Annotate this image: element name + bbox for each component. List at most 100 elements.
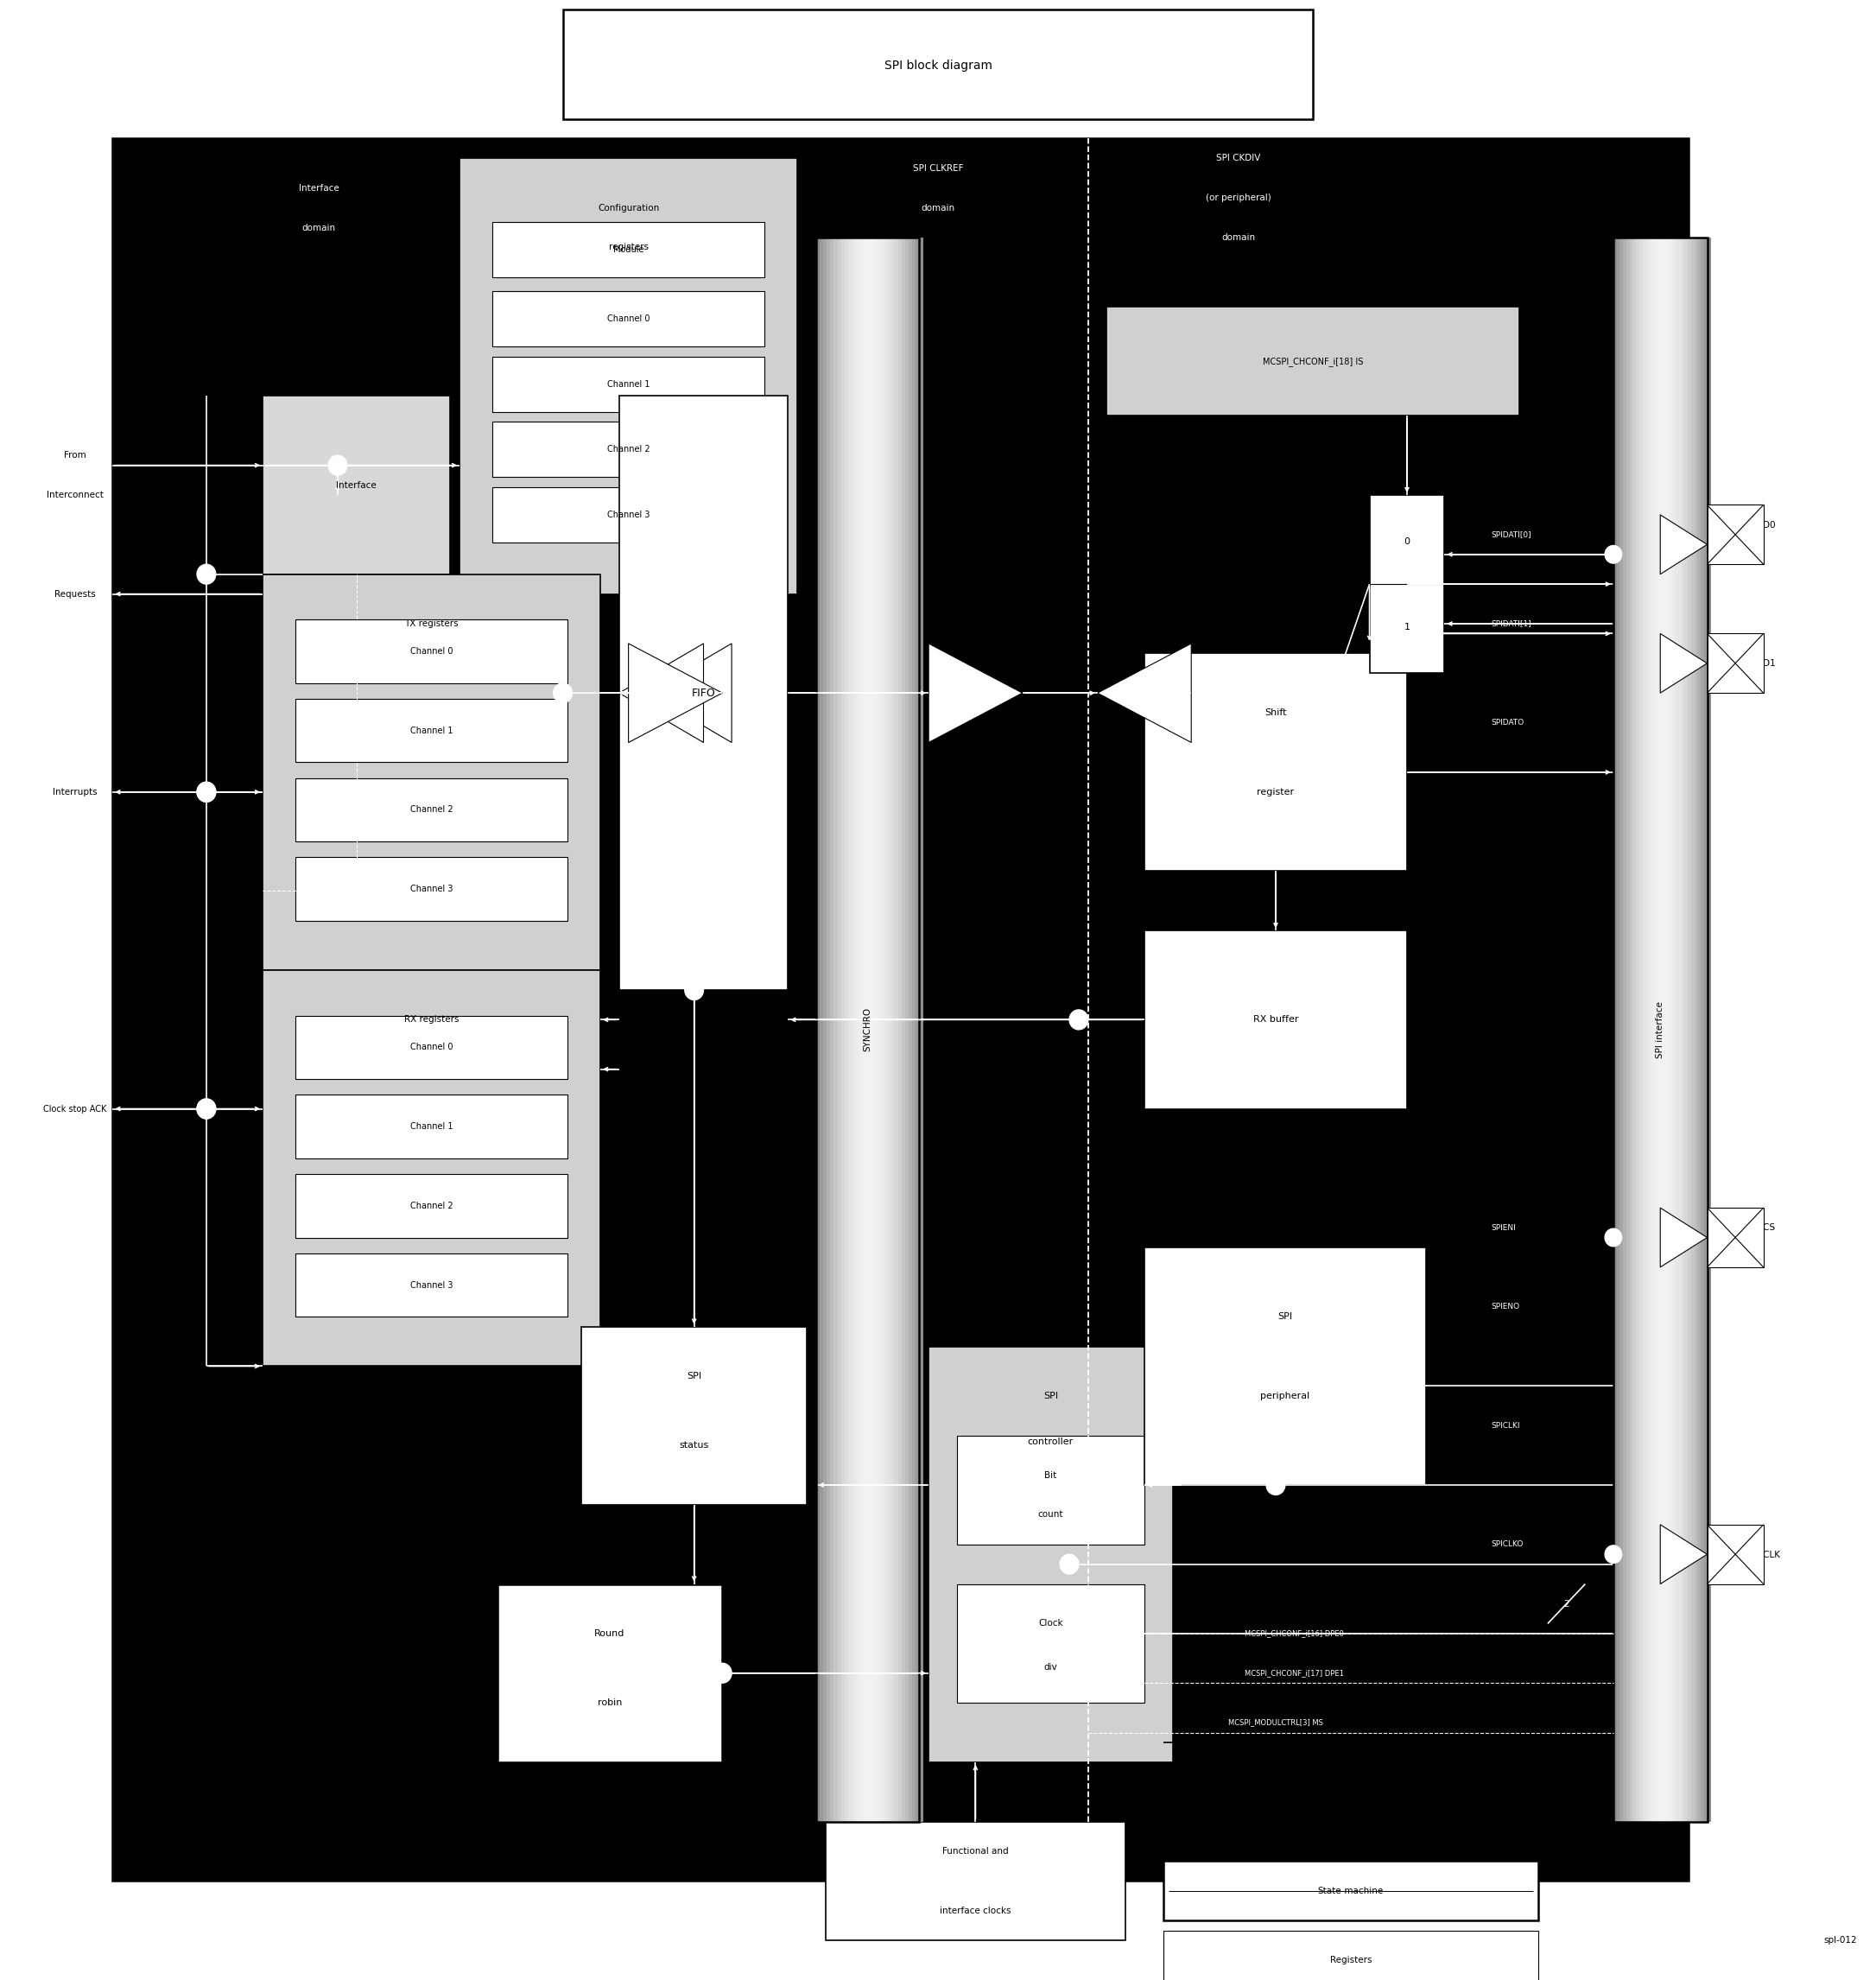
- Circle shape: [197, 564, 216, 584]
- Bar: [1369, 495, 1445, 673]
- Bar: [1107, 307, 1520, 416]
- Bar: [263, 970, 600, 1366]
- Text: Channel 2: Channel 2: [411, 1202, 452, 1210]
- Bar: [113, 139, 1688, 1881]
- Text: State-machine: State-machine: [1317, 1887, 1384, 1895]
- Bar: [1144, 931, 1407, 1109]
- Polygon shape: [1660, 1525, 1707, 1584]
- Text: SPIENO: SPIENO: [1491, 1303, 1520, 1311]
- Text: Clock stop ACK: Clock stop ACK: [43, 1105, 107, 1113]
- Bar: [1698, 238, 1702, 1822]
- Bar: [1655, 238, 1660, 1822]
- Text: Requests: Requests: [54, 590, 96, 598]
- Bar: [1626, 238, 1630, 1822]
- Circle shape: [1060, 1554, 1079, 1574]
- Text: TX registers: TX registers: [405, 620, 458, 628]
- Text: Channel 3: Channel 3: [411, 1281, 452, 1289]
- Bar: [872, 238, 878, 1822]
- Bar: [1672, 238, 1675, 1822]
- Circle shape: [1606, 1544, 1621, 1564]
- Bar: [827, 238, 831, 1822]
- Circle shape: [713, 1663, 732, 1683]
- Text: Interface: Interface: [298, 184, 340, 192]
- Bar: [1619, 238, 1625, 1822]
- Circle shape: [1266, 1475, 1285, 1495]
- Text: Control flow: Control flow: [1276, 1837, 1330, 1845]
- Text: SPI interface: SPI interface: [1657, 1002, 1664, 1057]
- Text: domain: domain: [302, 224, 336, 232]
- Circle shape: [553, 683, 572, 703]
- Text: peripheral: peripheral: [1261, 1392, 1309, 1400]
- Text: SPI CLKREF: SPI CLKREF: [914, 164, 962, 172]
- Bar: [1163, 1930, 1538, 1980]
- Bar: [957, 1584, 1144, 1703]
- Text: Clock: Clock: [1037, 1620, 1064, 1628]
- Bar: [296, 778, 567, 842]
- Bar: [1668, 238, 1672, 1822]
- Bar: [1685, 238, 1688, 1822]
- Text: SPIDATO: SPIDATO: [1491, 719, 1525, 727]
- Bar: [582, 1327, 807, 1505]
- Bar: [263, 574, 600, 970]
- Circle shape: [197, 1099, 216, 1119]
- Bar: [816, 238, 919, 1822]
- Bar: [1649, 238, 1653, 1822]
- Polygon shape: [1660, 634, 1707, 693]
- Bar: [1643, 238, 1647, 1822]
- Text: MCSPI_CHCONF_i[16] DPE0: MCSPI_CHCONF_i[16] DPE0: [1246, 1630, 1343, 1637]
- Bar: [1666, 238, 1670, 1822]
- Text: SPI_D1: SPI_D1: [1745, 659, 1775, 667]
- Text: Configuration: Configuration: [598, 204, 658, 212]
- Bar: [263, 396, 450, 574]
- Bar: [1623, 238, 1626, 1822]
- Text: controller: controller: [1028, 1437, 1073, 1445]
- Text: SPI block diagram: SPI block diagram: [884, 59, 992, 71]
- Text: SPI: SPI: [687, 1372, 702, 1380]
- Text: Channel 3: Channel 3: [608, 511, 649, 519]
- Text: SPICLKI: SPICLKI: [1491, 1422, 1520, 1430]
- Bar: [1662, 238, 1666, 1822]
- Bar: [1630, 238, 1634, 1822]
- Text: 1: 1: [1403, 622, 1411, 632]
- Bar: [1645, 238, 1649, 1822]
- Bar: [563, 10, 1313, 119]
- Text: Module: Module: [613, 246, 643, 253]
- Bar: [497, 1584, 722, 1762]
- Bar: [1707, 1525, 1763, 1584]
- Text: div: div: [1043, 1663, 1058, 1671]
- Bar: [820, 238, 824, 1822]
- Bar: [1707, 505, 1763, 564]
- Text: register: register: [1257, 788, 1294, 796]
- Bar: [1688, 238, 1692, 1822]
- Text: Data flow: Data flow: [1276, 1738, 1319, 1746]
- Text: Channel 1: Channel 1: [411, 727, 452, 735]
- Bar: [840, 238, 846, 1822]
- Text: Channel 2: Channel 2: [411, 806, 452, 814]
- Text: robin: robin: [597, 1699, 623, 1707]
- Text: Bit: Bit: [1045, 1471, 1056, 1479]
- Bar: [884, 238, 887, 1822]
- Text: Interface: Interface: [336, 481, 377, 489]
- Text: Channel 0: Channel 0: [411, 1043, 452, 1051]
- Text: domain: domain: [1221, 234, 1255, 242]
- Text: Interconnect: Interconnect: [47, 491, 103, 499]
- Bar: [492, 487, 765, 543]
- Text: Channel 0: Channel 0: [608, 315, 649, 323]
- Text: SYNCHRO: SYNCHRO: [863, 1008, 872, 1051]
- Bar: [1617, 238, 1621, 1822]
- Bar: [296, 1253, 567, 1317]
- Circle shape: [328, 455, 347, 475]
- Bar: [912, 238, 917, 1822]
- Bar: [825, 1822, 1126, 1940]
- Bar: [492, 422, 765, 477]
- Bar: [904, 238, 910, 1822]
- Bar: [859, 238, 863, 1822]
- Text: MCSPI_CHCONF_i[18] IS: MCSPI_CHCONF_i[18] IS: [1263, 356, 1364, 366]
- Bar: [876, 238, 882, 1822]
- Polygon shape: [1660, 1208, 1707, 1267]
- Bar: [1144, 1247, 1426, 1485]
- Text: domain: domain: [921, 204, 955, 212]
- Text: SPI_CS: SPI_CS: [1745, 1224, 1775, 1232]
- Bar: [1702, 238, 1705, 1822]
- Polygon shape: [647, 644, 732, 742]
